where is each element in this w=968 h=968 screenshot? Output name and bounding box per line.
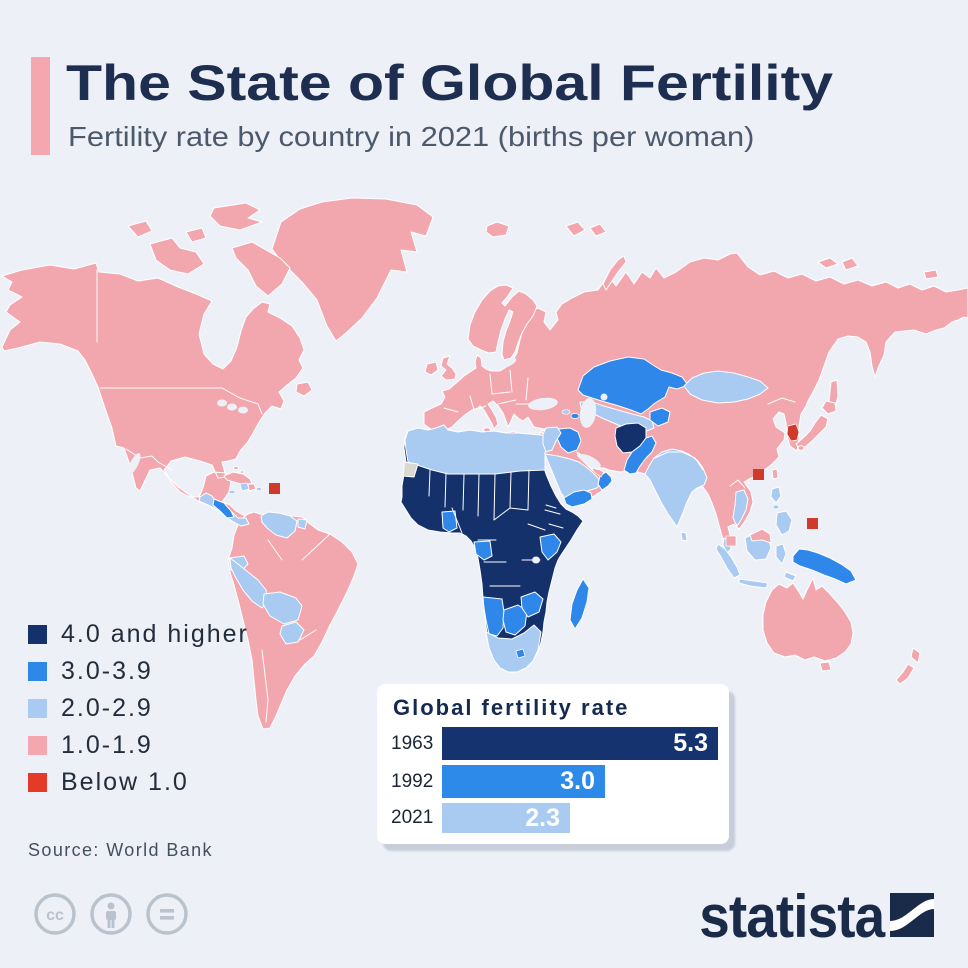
svg-text:statista: statista bbox=[699, 887, 886, 943]
svg-text:cc: cc bbox=[46, 907, 64, 924]
